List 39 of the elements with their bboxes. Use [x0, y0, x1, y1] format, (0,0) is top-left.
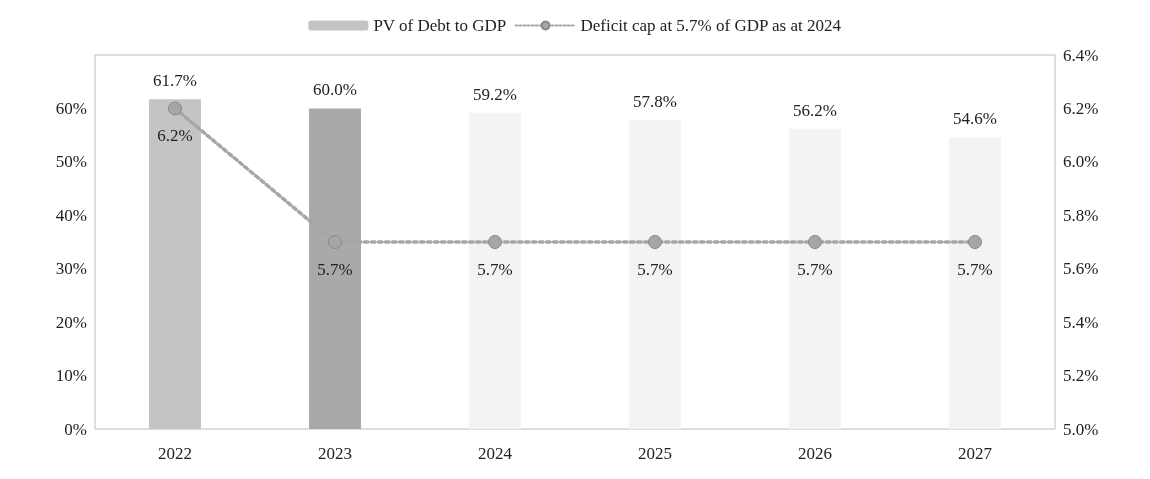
y-tick-label: 60% [55, 98, 87, 118]
data-label: 60.0% [313, 80, 357, 100]
y2-tick-label: 5.0% [1063, 419, 1099, 439]
data-label: 5.7% [477, 260, 513, 279]
y2-tick-label: 5.8% [1063, 205, 1099, 225]
y2-tick-label: 6.4% [1063, 45, 1099, 65]
data-label: 6.2% [157, 126, 193, 146]
bar [629, 120, 681, 429]
x-tick-label: 2026 [798, 444, 832, 463]
data-label: 56.2% [793, 100, 837, 120]
bar [789, 128, 841, 429]
x-tick-label: 2027 [958, 444, 993, 463]
y-tick-label: 30% [55, 259, 87, 279]
y-tick-label: 20% [55, 312, 87, 332]
data-label: 5.7% [957, 260, 993, 279]
y2-tick-label: 6.0% [1063, 152, 1099, 172]
y-tick-label: 0% [64, 419, 87, 439]
data-label: 5.7% [797, 260, 833, 279]
y2-tick-label: 6.2% [1063, 98, 1099, 118]
legend-label: PV of Debt to GDP [373, 16, 507, 35]
data-label: 5.7% [637, 260, 673, 279]
y-tick-label: 40% [55, 205, 87, 225]
legend-label: Deficit cap at 5.7% of GDP as at 2024 [580, 16, 842, 35]
x-tick-label: 2025 [638, 444, 672, 463]
x-tick-label: 2022 [158, 444, 192, 463]
data-label: 61.7% [153, 71, 197, 91]
data-label: 54.6% [953, 109, 997, 129]
y2-tick-label: 5.6% [1063, 259, 1099, 279]
data-label: 5.7% [317, 260, 353, 279]
y-tick-label: 50% [55, 152, 87, 172]
bar [469, 112, 521, 429]
data-label: 59.2% [473, 84, 517, 104]
bar [949, 137, 1001, 429]
x-tick-label: 2023 [318, 444, 352, 463]
y-tick-label: 10% [55, 366, 87, 386]
y2-tick-label: 5.4% [1063, 312, 1099, 332]
data-label: 57.8% [633, 92, 677, 112]
x-tick-label: 2024 [478, 444, 513, 463]
y2-tick-label: 5.2% [1063, 366, 1099, 386]
